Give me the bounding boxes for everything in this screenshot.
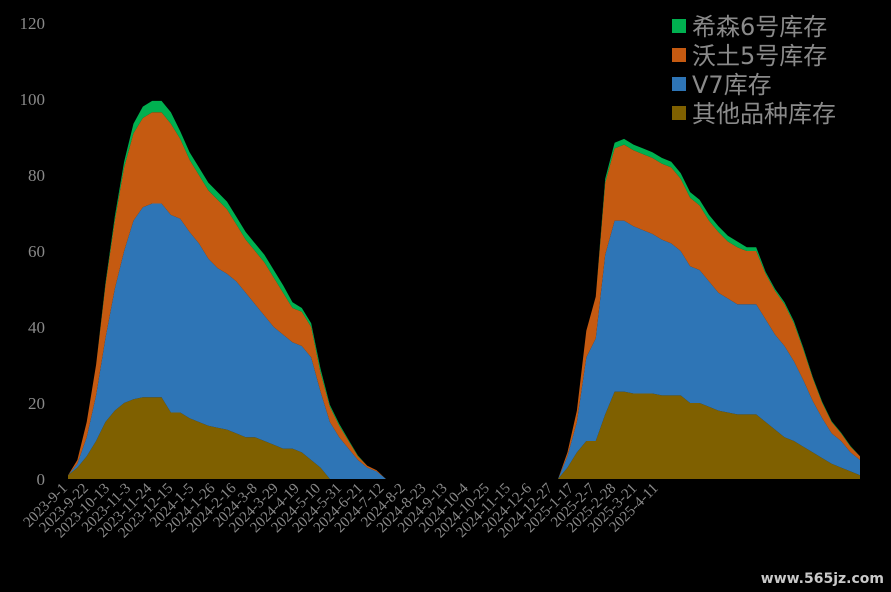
plot-area — [68, 100, 860, 480]
y-tick-label: 20 — [28, 394, 45, 413]
y-axis: 0 20 40 60 80 100 120 — [20, 14, 46, 489]
y-tick-label: 0 — [37, 470, 46, 489]
y-tick-label: 60 — [28, 242, 45, 261]
legend-swatch — [672, 77, 686, 91]
legend-swatch — [672, 48, 686, 62]
area-2-segment-2 — [558, 220, 860, 479]
y-tick-label: 120 — [20, 14, 46, 33]
legend-swatch — [672, 19, 686, 33]
legend-label: V7库存 — [692, 71, 772, 99]
legend-label: 其他品种库存 — [692, 100, 836, 128]
legend-label: 沃土5号库存 — [692, 42, 827, 70]
area-1-segment-2 — [558, 391, 860, 479]
area-1-segment-1 — [68, 397, 386, 479]
legend-label: 希森6号库存 — [692, 13, 827, 41]
watermark: www.565jz.com — [761, 571, 884, 587]
y-tick-label: 80 — [28, 166, 45, 185]
area-3-segment-1 — [68, 112, 386, 480]
legend-swatch — [672, 106, 686, 120]
x-axis: 2023-9-12023-9-222023-10-132023-11-32023… — [21, 480, 662, 541]
y-tick-label: 40 — [28, 318, 45, 337]
area-2-segment-1 — [68, 203, 386, 479]
y-tick-label: 100 — [20, 90, 46, 109]
